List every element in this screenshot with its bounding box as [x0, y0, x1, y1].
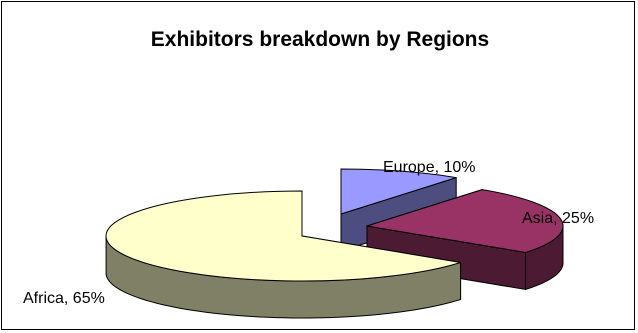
data-label-europe: Europe, 10% — [383, 159, 476, 176]
pie-chart: Exhibitors breakdown by Regions Europe, … — [23, 28, 594, 319]
slice-africa — [105, 190, 461, 282]
data-label-africa: Africa, 65% — [23, 290, 105, 307]
slice-asia — [366, 189, 564, 253]
chart-title: Exhibitors breakdown by Regions — [151, 28, 489, 51]
data-label-asia: Asia, 25% — [522, 210, 594, 227]
slice-europe — [340, 168, 457, 215]
